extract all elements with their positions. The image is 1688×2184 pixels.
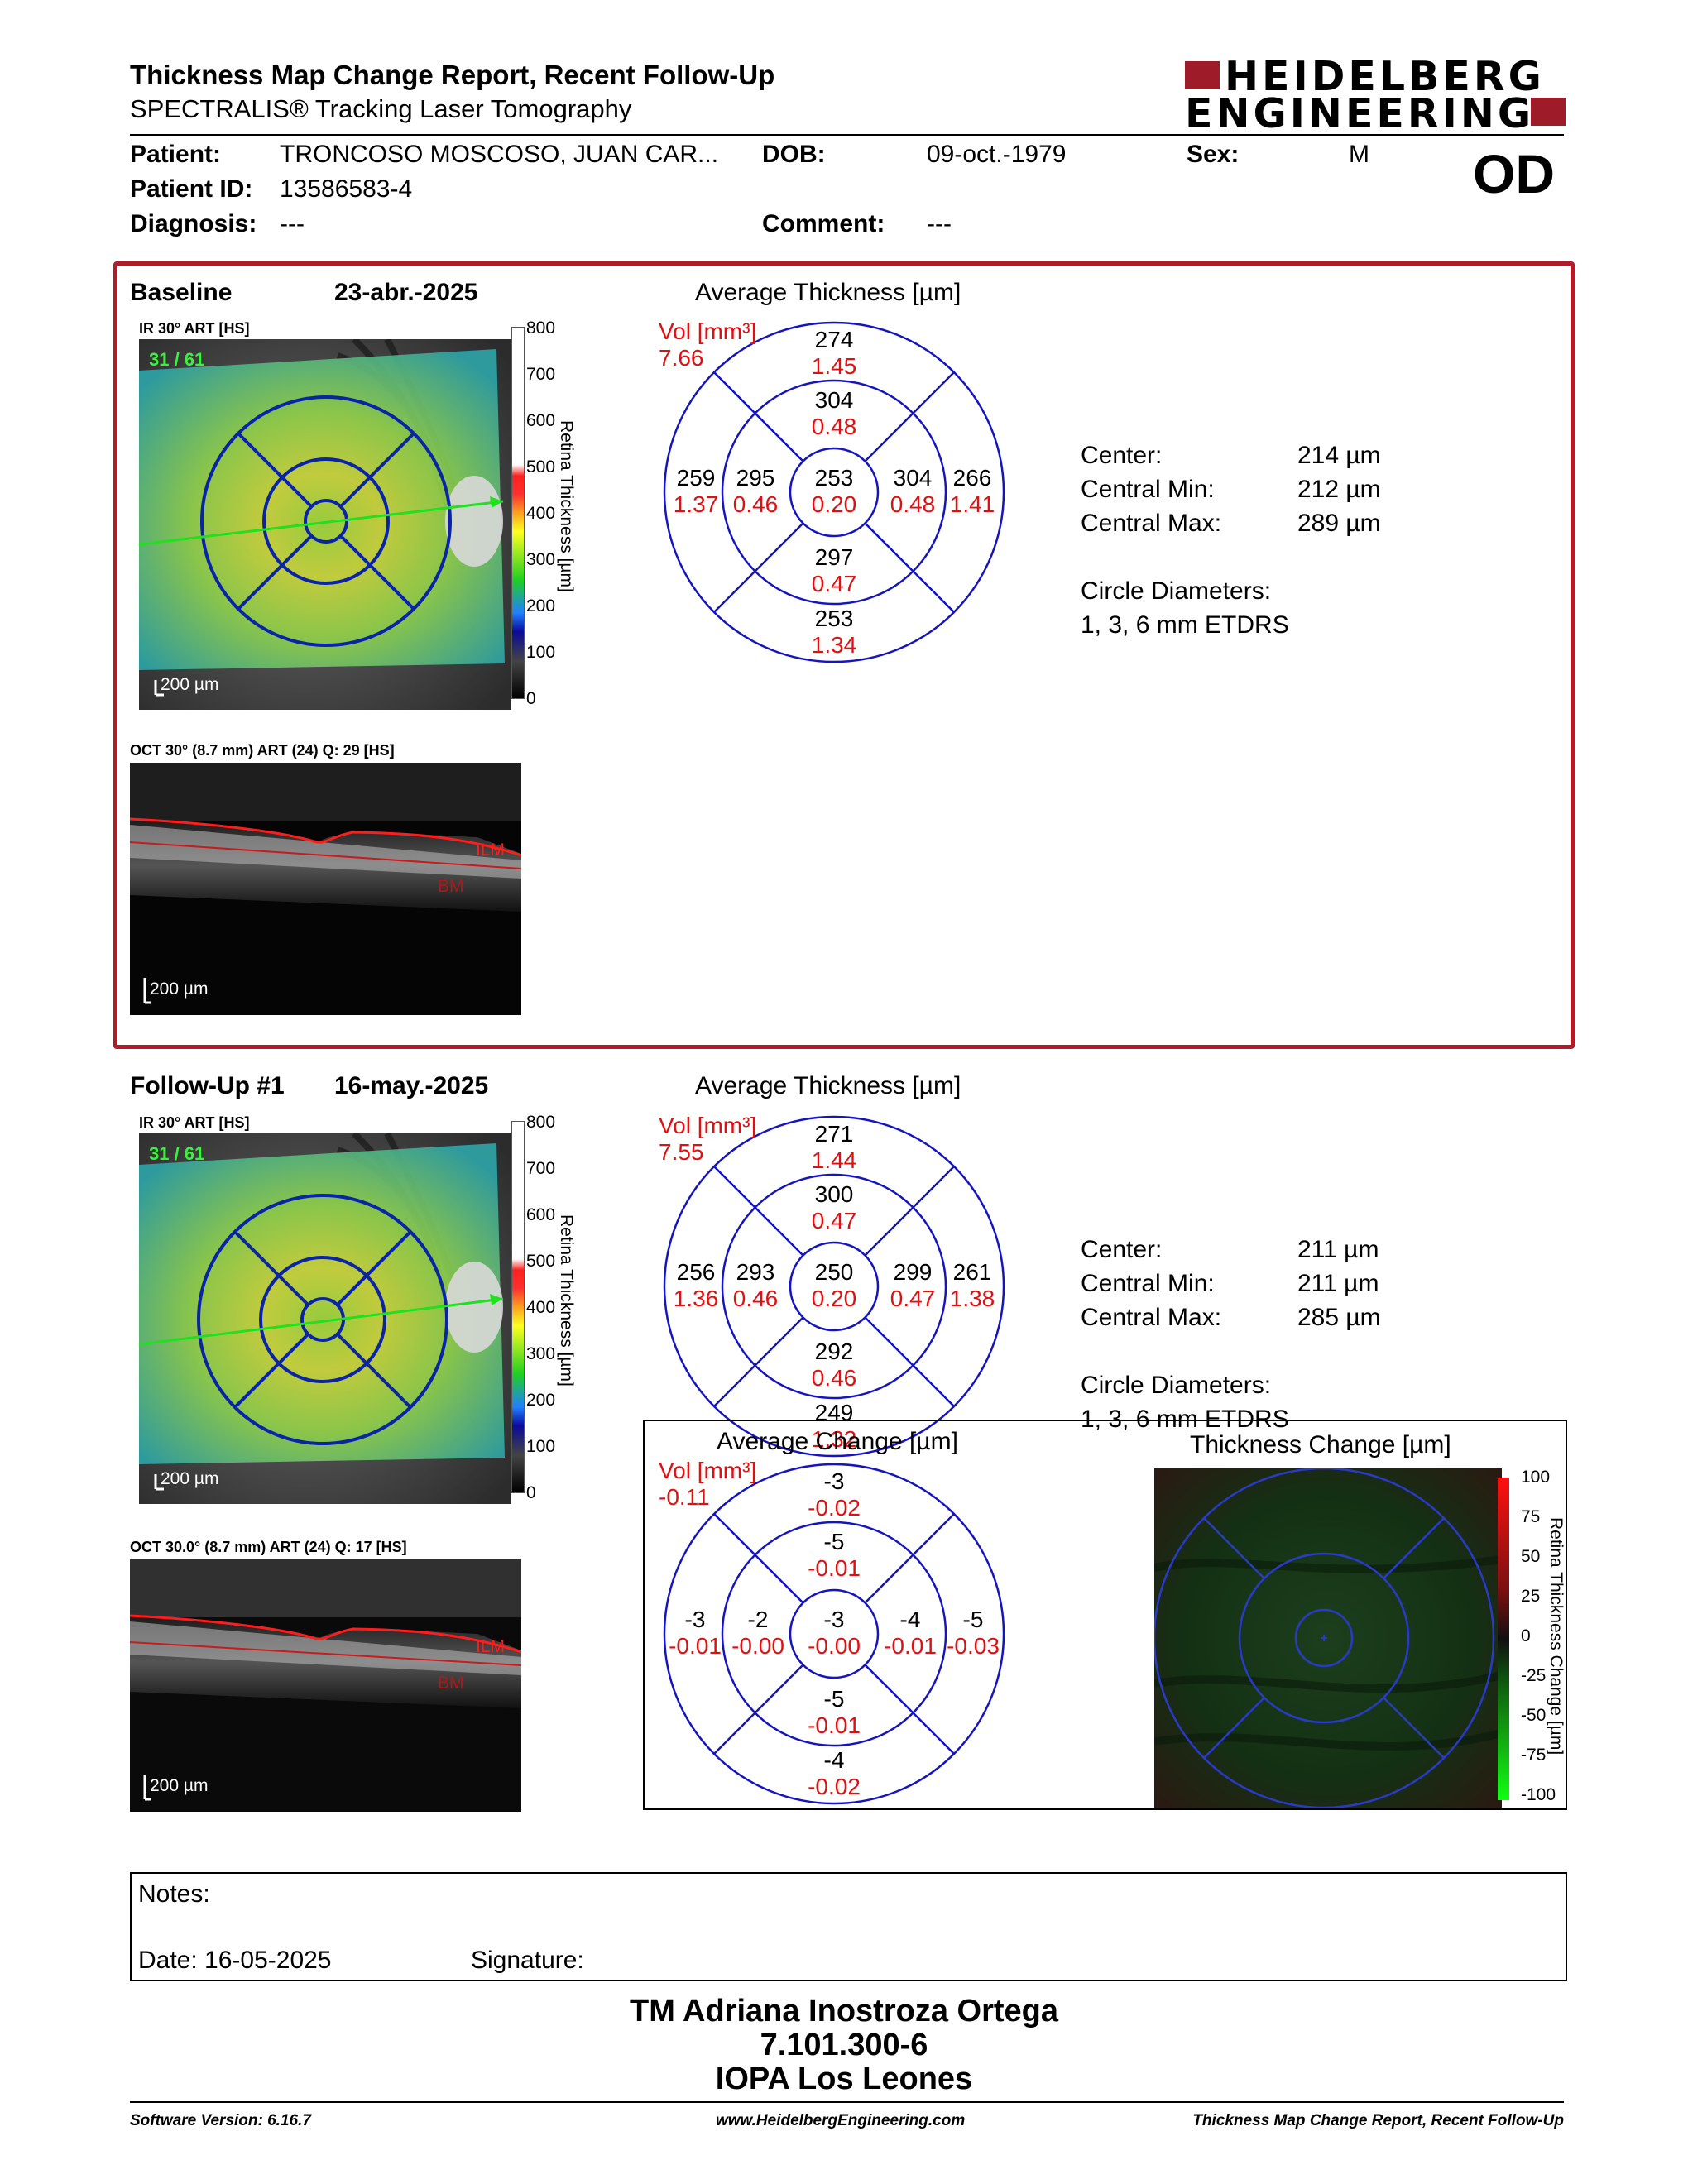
comment-label: Comment: [762, 210, 885, 237]
followup-oct-label: OCT 30.0° (8.7 mm) ART (24) Q: 17 [HS] [130, 1539, 407, 1555]
baseline-fundus-image: 31 / 61 200 µm [139, 339, 511, 710]
baseline-colorbar-ticks: 800 700 600 500 400 300 200 100 0 [526, 318, 556, 708]
report-subtitle: SPECTRALIS® Tracking Laser Tomography [130, 94, 632, 123]
followup-label: Follow-Up #1 [130, 1072, 285, 1099]
followup-colorbar-title: Retina Thickness [µm] [557, 1214, 576, 1387]
software-version: Software Version: 6.16.7 [130, 2112, 311, 2129]
baseline-stats-values: 214 µm 212 µm 289 µm [1297, 442, 1381, 537]
followup-colorbar-ticks: 800 700 600 500 400 300 200 100 0 [526, 1113, 556, 1502]
baseline-panel [113, 261, 1575, 1049]
change-avg-title: Average Change [µm] [717, 1428, 958, 1455]
baseline-sector-values: 274 1.45 304 0.48 259 1.37 295 0.46 253 0.20 … [673, 327, 995, 658]
followup-stats-values: 211 µm 211 µm 285 µm [1297, 1236, 1381, 1331]
followup-stats-labels: Center: Central Min: Central Max: [1081, 1236, 1222, 1331]
logo-line1: HEIDELBERG [1225, 53, 1545, 100]
patient-name: TRONCOSO MOSCOSO, JUAN CAR... [280, 141, 719, 168]
baseline-stats-labels: Center: Central Min: Central Max: [1081, 442, 1222, 537]
comment-value: --- [927, 210, 952, 237]
followup-thickness-colorbar [511, 1121, 525, 1493]
followup-ir-scale: 200 µm [161, 1469, 218, 1488]
followup-sector-values: 271 1.44 300 0.47 256 1.36 293 0.46 250 0.20 … [673, 1121, 995, 1452]
change-etdrs-grid [660, 1460, 1008, 1808]
report-title: Thickness Map Change Report, Recent Foll… [130, 60, 775, 90]
notes-box[interactable]: Notes: Date: 16-05-2025 Signature: [130, 1872, 1567, 1981]
change-panel [643, 1420, 1567, 1810]
followup-bm-label: BM [438, 1674, 464, 1693]
baseline-etdrs-grid [660, 318, 1008, 666]
patient-id-label: Patient ID: [130, 175, 253, 203]
baseline-oct-scale: 200 µm [150, 979, 208, 999]
change-colorbar-ticks: 100 75 50 25 0 -25 -50 -75 -100 [1521, 1468, 1556, 1804]
change-sector-values: -3 -0.02 -5 -0.01 -3 -0.01 -2 -0.00 -3 -0.00 … [669, 1468, 1000, 1799]
baseline-bm-label: BM [438, 877, 464, 896]
logo-square-bottom [1531, 98, 1566, 126]
baseline-volume: Vol [mm³] 7.66 [659, 318, 757, 371]
diagnosis-label: Diagnosis: [130, 210, 257, 237]
baseline-circle-diameters: Circle Diameters: 1, 3, 6 mm ETDRS [1081, 577, 1289, 639]
patient-id: 13586583-4 [280, 175, 413, 203]
baseline-date: 23-abr.-2025 [334, 279, 478, 306]
patient-label: Patient: [130, 141, 222, 168]
footer-rule [130, 2101, 1564, 2103]
baseline-colorbar-title: Retina Thickness [µm] [557, 420, 576, 592]
followup-avg-title: Average Thickness [µm] [695, 1072, 961, 1099]
baseline-oct-image: ILM BM 200 µm [130, 763, 521, 1015]
followup-ir-label: IR 30° ART [HS] [139, 1114, 250, 1131]
notes-label: Notes: [138, 1880, 210, 1908]
baseline-ilm-label: ILM [476, 841, 505, 860]
sex-label: Sex: [1187, 141, 1240, 168]
signer-org: IOPA Los Leones [715, 2062, 973, 2096]
change-volume: Vol [mm³] -0.11 [659, 1458, 757, 1510]
followup-date: 16-may.-2025 [334, 1072, 489, 1099]
baseline-avg-title: Average Thickness [µm] [695, 279, 961, 306]
dob-label: DOB: [762, 141, 826, 168]
change-colorbar-title: Retina Thickness Change [µm] [1547, 1517, 1566, 1755]
website-link[interactable]: www.HeidelbergEngineering.com [716, 2112, 966, 2129]
sex-value: M [1349, 141, 1369, 168]
logo-square-top [1185, 61, 1220, 89]
baseline-thickness-colorbar [511, 327, 525, 699]
logo-line2: ENGINEERING [1185, 90, 1535, 137]
signer-name: TM Adriana Inostroza Ortega [630, 1994, 1058, 2028]
followup-volume: Vol [mm³] 7.55 [659, 1113, 757, 1165]
followup-ilm-label: ILM [476, 1637, 505, 1656]
followup-oct-scale: 200 µm [150, 1776, 208, 1795]
header-rule [130, 134, 1564, 136]
signature-label: Signature: [471, 1947, 584, 1974]
eye-badge: OD [1473, 143, 1555, 204]
footer-report-name: Thickness Map Change Report, Recent Foll… [1192, 2112, 1564, 2129]
baseline-label: Baseline [130, 279, 233, 306]
followup-circle-diameters: Circle Diameters: 1, 3, 6 mm ETDRS [1081, 1372, 1289, 1433]
change-colorbar [1498, 1478, 1509, 1800]
diagnosis-value: --- [280, 210, 305, 237]
followup-etdrs-grid [660, 1113, 1008, 1460]
followup-fundus-image: 31 / 61 200 µm [139, 1133, 511, 1504]
dob-value: 09-oct.-1979 [927, 141, 1067, 168]
baseline-ir-counter: 31 / 61 [149, 349, 204, 370]
followup-ir-counter: 31 / 61 [149, 1143, 204, 1164]
signer-id: 7.101.300-6 [760, 2028, 928, 2062]
notes-date: Date: 16-05-2025 [138, 1947, 332, 1974]
followup-oct-image: ILM BM 200 µm [130, 1559, 521, 1812]
baseline-ir-scale: 200 µm [161, 675, 218, 694]
change-map-title: Thickness Change [µm] [1190, 1431, 1451, 1458]
baseline-ir-label: IR 30° ART [HS] [139, 320, 250, 337]
change-map-image [1154, 1468, 1502, 1808]
baseline-oct-label: OCT 30° (8.7 mm) ART (24) Q: 29 [HS] [130, 742, 395, 759]
